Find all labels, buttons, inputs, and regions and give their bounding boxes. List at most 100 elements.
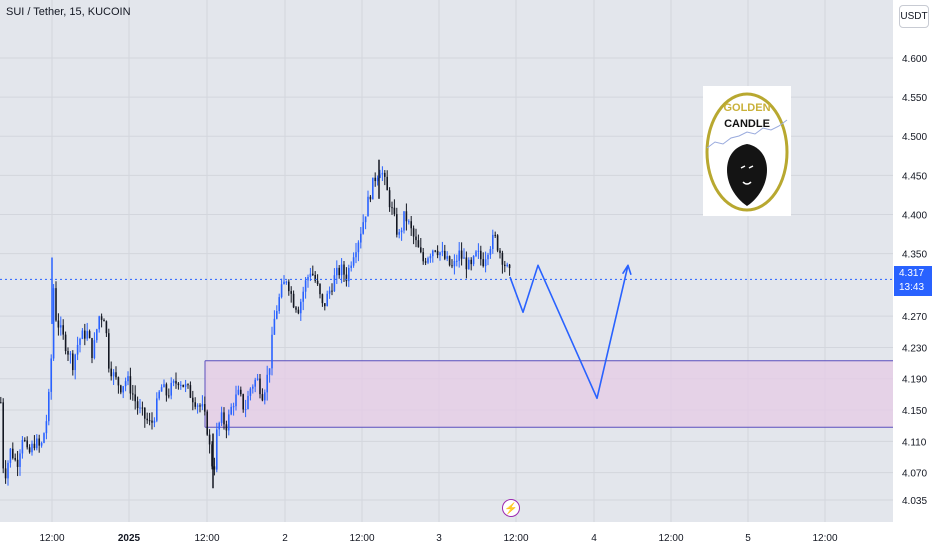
candle-body <box>492 234 494 250</box>
candle-body <box>292 293 295 308</box>
candle-body <box>57 320 60 328</box>
candle-body <box>158 391 160 399</box>
time-tick-label: 2025 <box>118 533 141 544</box>
time-tick-label: 12:00 <box>194 533 219 544</box>
candle-body <box>482 259 484 267</box>
candle-body <box>276 311 278 319</box>
candle-body <box>381 172 384 175</box>
candle-body <box>91 338 93 359</box>
candle-body <box>9 448 12 463</box>
candle-body <box>156 398 158 421</box>
candle-body <box>76 344 79 355</box>
candle-body <box>160 387 163 392</box>
candle-body <box>21 439 24 454</box>
candle-body <box>52 288 55 359</box>
candle-body <box>280 284 283 298</box>
candle-body <box>175 380 177 384</box>
candle-body <box>472 256 475 265</box>
candle-body <box>206 411 208 435</box>
candle-body <box>96 329 98 341</box>
candle-body <box>127 376 129 382</box>
candle-body <box>60 325 62 328</box>
candle-body <box>446 256 448 259</box>
candle-body <box>355 252 357 258</box>
candle-body <box>33 443 36 449</box>
candle-body <box>465 257 468 270</box>
candle-body <box>458 250 460 261</box>
candle-body <box>456 260 458 262</box>
candle-body <box>367 196 369 217</box>
candle-body <box>278 297 280 312</box>
candle-body <box>192 397 194 403</box>
candle-body <box>321 294 324 304</box>
candle-body <box>331 290 333 292</box>
candle-body <box>31 443 33 453</box>
candle-body <box>98 316 100 330</box>
candle-body <box>24 439 26 441</box>
candle-body <box>480 250 482 260</box>
candle-body <box>429 256 432 259</box>
candle-body <box>300 301 302 314</box>
candle-body <box>326 293 328 307</box>
candle-body <box>36 438 38 449</box>
candle-body <box>391 207 393 209</box>
candle-body <box>494 234 496 236</box>
currency-selector[interactable]: USDT <box>899 5 929 28</box>
candle-body <box>62 325 64 335</box>
candle-body <box>211 444 213 467</box>
candle-body <box>357 242 360 253</box>
candle-body <box>103 319 105 322</box>
time-tick-label: 12:00 <box>349 533 374 544</box>
time-tick-label: 3 <box>436 533 442 544</box>
candle-body <box>201 404 204 407</box>
candle-body <box>386 176 388 191</box>
candle-body <box>304 280 307 292</box>
candle-body <box>26 440 28 448</box>
logo-word-candle: CANDLE <box>724 118 770 130</box>
candle-body <box>424 261 427 263</box>
candle-body <box>218 422 220 430</box>
candle-body <box>340 264 343 276</box>
candle-body <box>417 240 420 248</box>
candle-body <box>348 267 350 282</box>
candle-body <box>108 333 110 369</box>
candle-body <box>122 386 124 393</box>
candle-body <box>444 250 446 259</box>
candle-body <box>117 377 120 386</box>
candle-body <box>350 265 352 268</box>
candle-body <box>223 412 225 425</box>
candle-body <box>225 424 228 431</box>
candle-body <box>405 211 408 222</box>
time-tick-label: 12:00 <box>503 533 528 544</box>
lightning-icon[interactable]: ⚡ <box>502 499 520 517</box>
demand-zone[interactable] <box>205 360 893 428</box>
candle-body <box>136 401 139 409</box>
candle-body <box>312 273 314 275</box>
price-tick-label: 4.550 <box>902 93 927 104</box>
candle-body <box>55 288 57 321</box>
candle-body <box>271 334 273 369</box>
candle-body <box>309 273 312 278</box>
candle-body <box>463 257 465 259</box>
candle-body <box>220 412 223 423</box>
candle-body <box>151 420 153 423</box>
candle-body <box>187 384 189 386</box>
candle-body <box>244 409 247 411</box>
candle-body <box>393 207 396 215</box>
candle-body <box>194 402 196 407</box>
candle-body <box>182 384 184 387</box>
candle-body <box>388 190 391 208</box>
candle-body <box>0 402 2 404</box>
candle-body <box>172 380 175 383</box>
candle-body <box>100 316 103 320</box>
candle-body <box>345 274 348 282</box>
candle-body <box>213 466 216 470</box>
candle-body <box>268 368 271 375</box>
candle-body <box>256 378 259 380</box>
candle-body <box>434 250 436 252</box>
projection-arrow[interactable] <box>509 264 632 400</box>
candle-body <box>352 257 355 266</box>
candle-body <box>199 405 201 407</box>
